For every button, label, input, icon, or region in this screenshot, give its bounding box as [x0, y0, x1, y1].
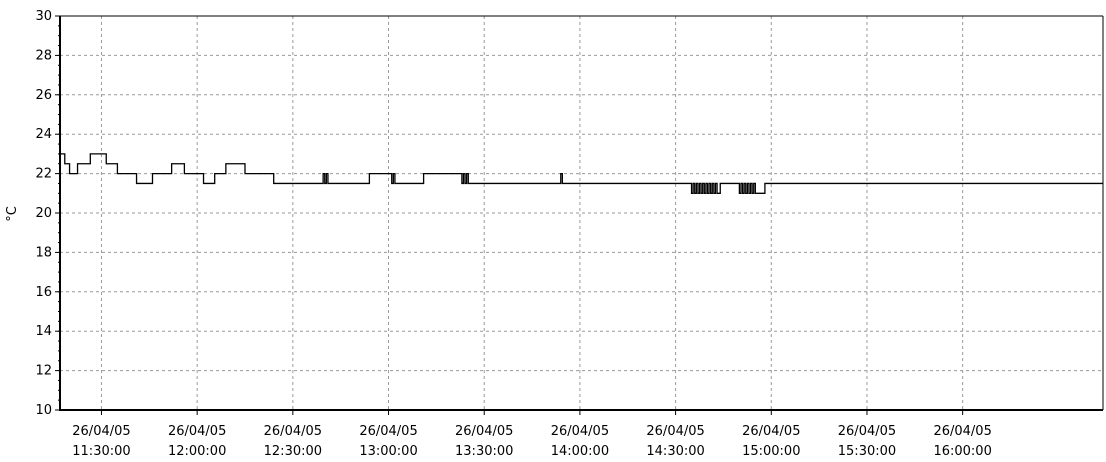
x-tick-date-label: 26/04/05 [646, 424, 704, 439]
x-tick-time-label: 11:30:00 [72, 444, 130, 459]
x-tick-time-label: 16:00:00 [933, 444, 991, 459]
series-layer [60, 153, 1103, 194]
y-tick-label: 30 [35, 9, 52, 24]
x-tick-time-label: 15:30:00 [838, 444, 896, 459]
x-tick-time-label: 12:30:00 [264, 444, 322, 459]
axis-layer [55, 15, 1104, 415]
label-layer: 10 12 14 16 18 20 22 24 26 28 30 26/04/05 11:30:00 26… [35, 9, 991, 459]
x-tick-date-label: 26/04/05 [455, 424, 513, 439]
y-tick-label: 10 [35, 403, 52, 418]
x-tick-date-label: 26/04/05 [838, 424, 896, 439]
x-tick-time-label: 12:00:00 [168, 444, 226, 459]
grid-layer [60, 16, 1103, 410]
y-tick-label: 18 [35, 245, 52, 260]
temperature-series-line [60, 153, 1103, 194]
x-tick-time-label: 13:30:00 [455, 444, 513, 459]
x-tick-date-label: 26/04/05 [933, 424, 991, 439]
x-tick-time-label: 13:00:00 [359, 444, 417, 459]
y-tick-label: 22 [35, 167, 52, 182]
y-axis-title: °C [5, 206, 20, 222]
y-tick-label: 28 [35, 48, 52, 63]
y-tick-label: 16 [35, 285, 52, 300]
y-tick-label: 12 [35, 364, 52, 379]
y-tick-label: 20 [35, 206, 52, 221]
y-tick-label: 14 [35, 324, 52, 339]
x-tick-date-label: 26/04/05 [72, 424, 130, 439]
x-tick-date-label: 26/04/05 [168, 424, 226, 439]
x-tick-time-label: 14:00:00 [551, 444, 609, 459]
x-tick-date-label: 26/04/05 [551, 424, 609, 439]
x-tick-date-label: 26/04/05 [359, 424, 417, 439]
x-tick-time-label: 14:30:00 [646, 444, 704, 459]
y-tick-label: 26 [35, 88, 52, 103]
y-tick-label: 24 [35, 127, 52, 142]
x-tick-time-label: 15:00:00 [742, 444, 800, 459]
x-tick-date-label: 26/04/05 [742, 424, 800, 439]
x-tick-date-label: 26/04/05 [264, 424, 322, 439]
